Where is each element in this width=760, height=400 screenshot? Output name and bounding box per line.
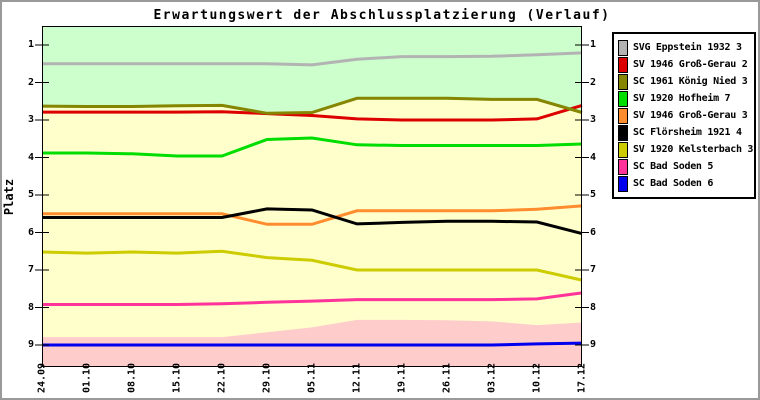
- series-line-sc-bad-soden-5: [42, 291, 583, 306]
- y-tick-label-right: 8: [590, 301, 597, 313]
- legend-swatch-icon: [618, 175, 628, 192]
- y-tick-label-left: 6: [27, 226, 34, 238]
- x-tick-label: 17.12: [576, 362, 588, 394]
- plot-border: [42, 26, 582, 367]
- plot-area: [35, 26, 589, 367]
- legend-swatch-icon: [618, 39, 628, 56]
- x-tick-label: 29.10: [261, 362, 273, 394]
- x-tick-label: 22.10: [216, 362, 228, 394]
- legend-swatch-icon: [618, 141, 628, 158]
- chart-title: Erwartungswert der Abschlussplatzierung …: [153, 8, 611, 23]
- legend-swatch-icon: [618, 73, 628, 90]
- legend-row-sv-1920-kelsterbach-3: SV 1920 Kelsterbach 3: [618, 141, 754, 158]
- y-tick-label-left: 7: [27, 264, 34, 275]
- legend-swatch-icon: [618, 124, 628, 141]
- x-tick-label: 12.11: [351, 362, 363, 394]
- x-tick-label: 08.10: [126, 362, 138, 394]
- series-line-sv-1946-gro-gerau-3: [42, 204, 583, 226]
- series-line-sc-bad-soden-6: [42, 341, 583, 347]
- series-line-sv-1920-hofheim-7: [42, 136, 583, 158]
- legend-row-sv-1946-gro-gerau-3: SV 1946 Groß-Gerau 3: [618, 107, 750, 124]
- legend-row-svg-eppstein-1932-3: SVG Eppstein 1932 3: [618, 39, 750, 56]
- x-tick-label: 03.12: [486, 362, 498, 394]
- y-tick-label-right: 4: [590, 151, 597, 163]
- y-tick-label-left: 2: [27, 76, 34, 88]
- x-tick-label: 24.09: [36, 362, 48, 394]
- x-tick-label: 15.10: [171, 362, 183, 394]
- legend-swatch-icon: [618, 158, 628, 175]
- y-axis-title: Platz: [2, 178, 16, 216]
- series-line-svg-eppstein-1932-3: [42, 51, 583, 67]
- legend-swatch-icon: [618, 90, 628, 107]
- y-tick-label-right: 9: [590, 339, 597, 350]
- y-tick-label-right: 5: [590, 189, 597, 200]
- legend-row-sv-1946-gro-gerau-2: SV 1946 Groß-Gerau 2: [618, 56, 750, 73]
- legend-row-sc-bad-soden-6: SC Bad Soden 6: [618, 175, 750, 192]
- legend-row-sc-1961-k-nig-nied-3: SC 1961 König Nied 3: [618, 73, 750, 90]
- y-tick-label-right: 7: [590, 264, 597, 275]
- y-tick-label-right: 1: [590, 39, 597, 50]
- legend-row-sc-bad-soden-5: SC Bad Soden 5: [618, 158, 750, 175]
- legend-row-sc-fl-rsheim-1921-4: SC Flörsheim 1921 4: [618, 124, 750, 141]
- legend-label: SV 1946 Groß-Gerau 2: [633, 59, 748, 70]
- legend: SVG Eppstein 1932 3 SV 1946 Groß-Gerau 2 S…: [612, 32, 756, 199]
- y-tick-label-right: 3: [590, 114, 597, 125]
- x-tick-label: 10.12: [531, 362, 543, 394]
- legend-swatch-icon: [618, 107, 628, 124]
- zone-relegation: [42, 319, 582, 367]
- legend-row-sv-1920-hofheim-7: SV 1920 Hofheim 7: [618, 90, 750, 107]
- zone-promotion: [42, 26, 582, 115]
- legend-label: SC 1961 König Nied 3: [633, 76, 748, 87]
- y-tick-label-left: 4: [27, 151, 34, 163]
- x-tick-label: 01.10: [81, 362, 93, 394]
- x-tick-label: 26.11: [441, 362, 453, 394]
- y-tick-label-left: 8: [27, 301, 34, 313]
- y-tick-label-left: 9: [27, 339, 34, 350]
- legend-label: SC Flörsheim 1921 4: [633, 127, 742, 138]
- y-tick-label-right: 2: [590, 76, 597, 88]
- series-line-sv-1920-kelsterbach-3: [41, 249, 583, 282]
- legend-label: SC Bad Soden 5: [633, 161, 714, 172]
- legend-label: SV 1920 Hofheim 7: [633, 93, 731, 104]
- x-tick-label: 05.11: [306, 362, 318, 394]
- series-line-sc-fl-rsheim-1921-4: [42, 207, 583, 236]
- y-tick-label-left: 1: [27, 39, 34, 50]
- y-tick-label-right: 6: [590, 226, 597, 238]
- series-line-sv-1946-gro-gerau-2: [42, 103, 583, 122]
- legend-swatch-icon: [618, 56, 628, 73]
- x-tick-label: 19.11: [396, 362, 408, 394]
- legend-label: SV 1946 Groß-Gerau 3: [633, 110, 748, 121]
- y-tick-label-left: 5: [27, 189, 34, 200]
- y-tick-label-left: 3: [27, 114, 34, 125]
- legend-label: SC Bad Soden 6: [633, 178, 714, 189]
- series-line-sc-1961-k-nig-nied-3: [41, 96, 583, 115]
- legend-label: SV 1920 Kelsterbach 3: [633, 144, 754, 155]
- legend-label: SVG Eppstein 1932 3: [633, 42, 742, 53]
